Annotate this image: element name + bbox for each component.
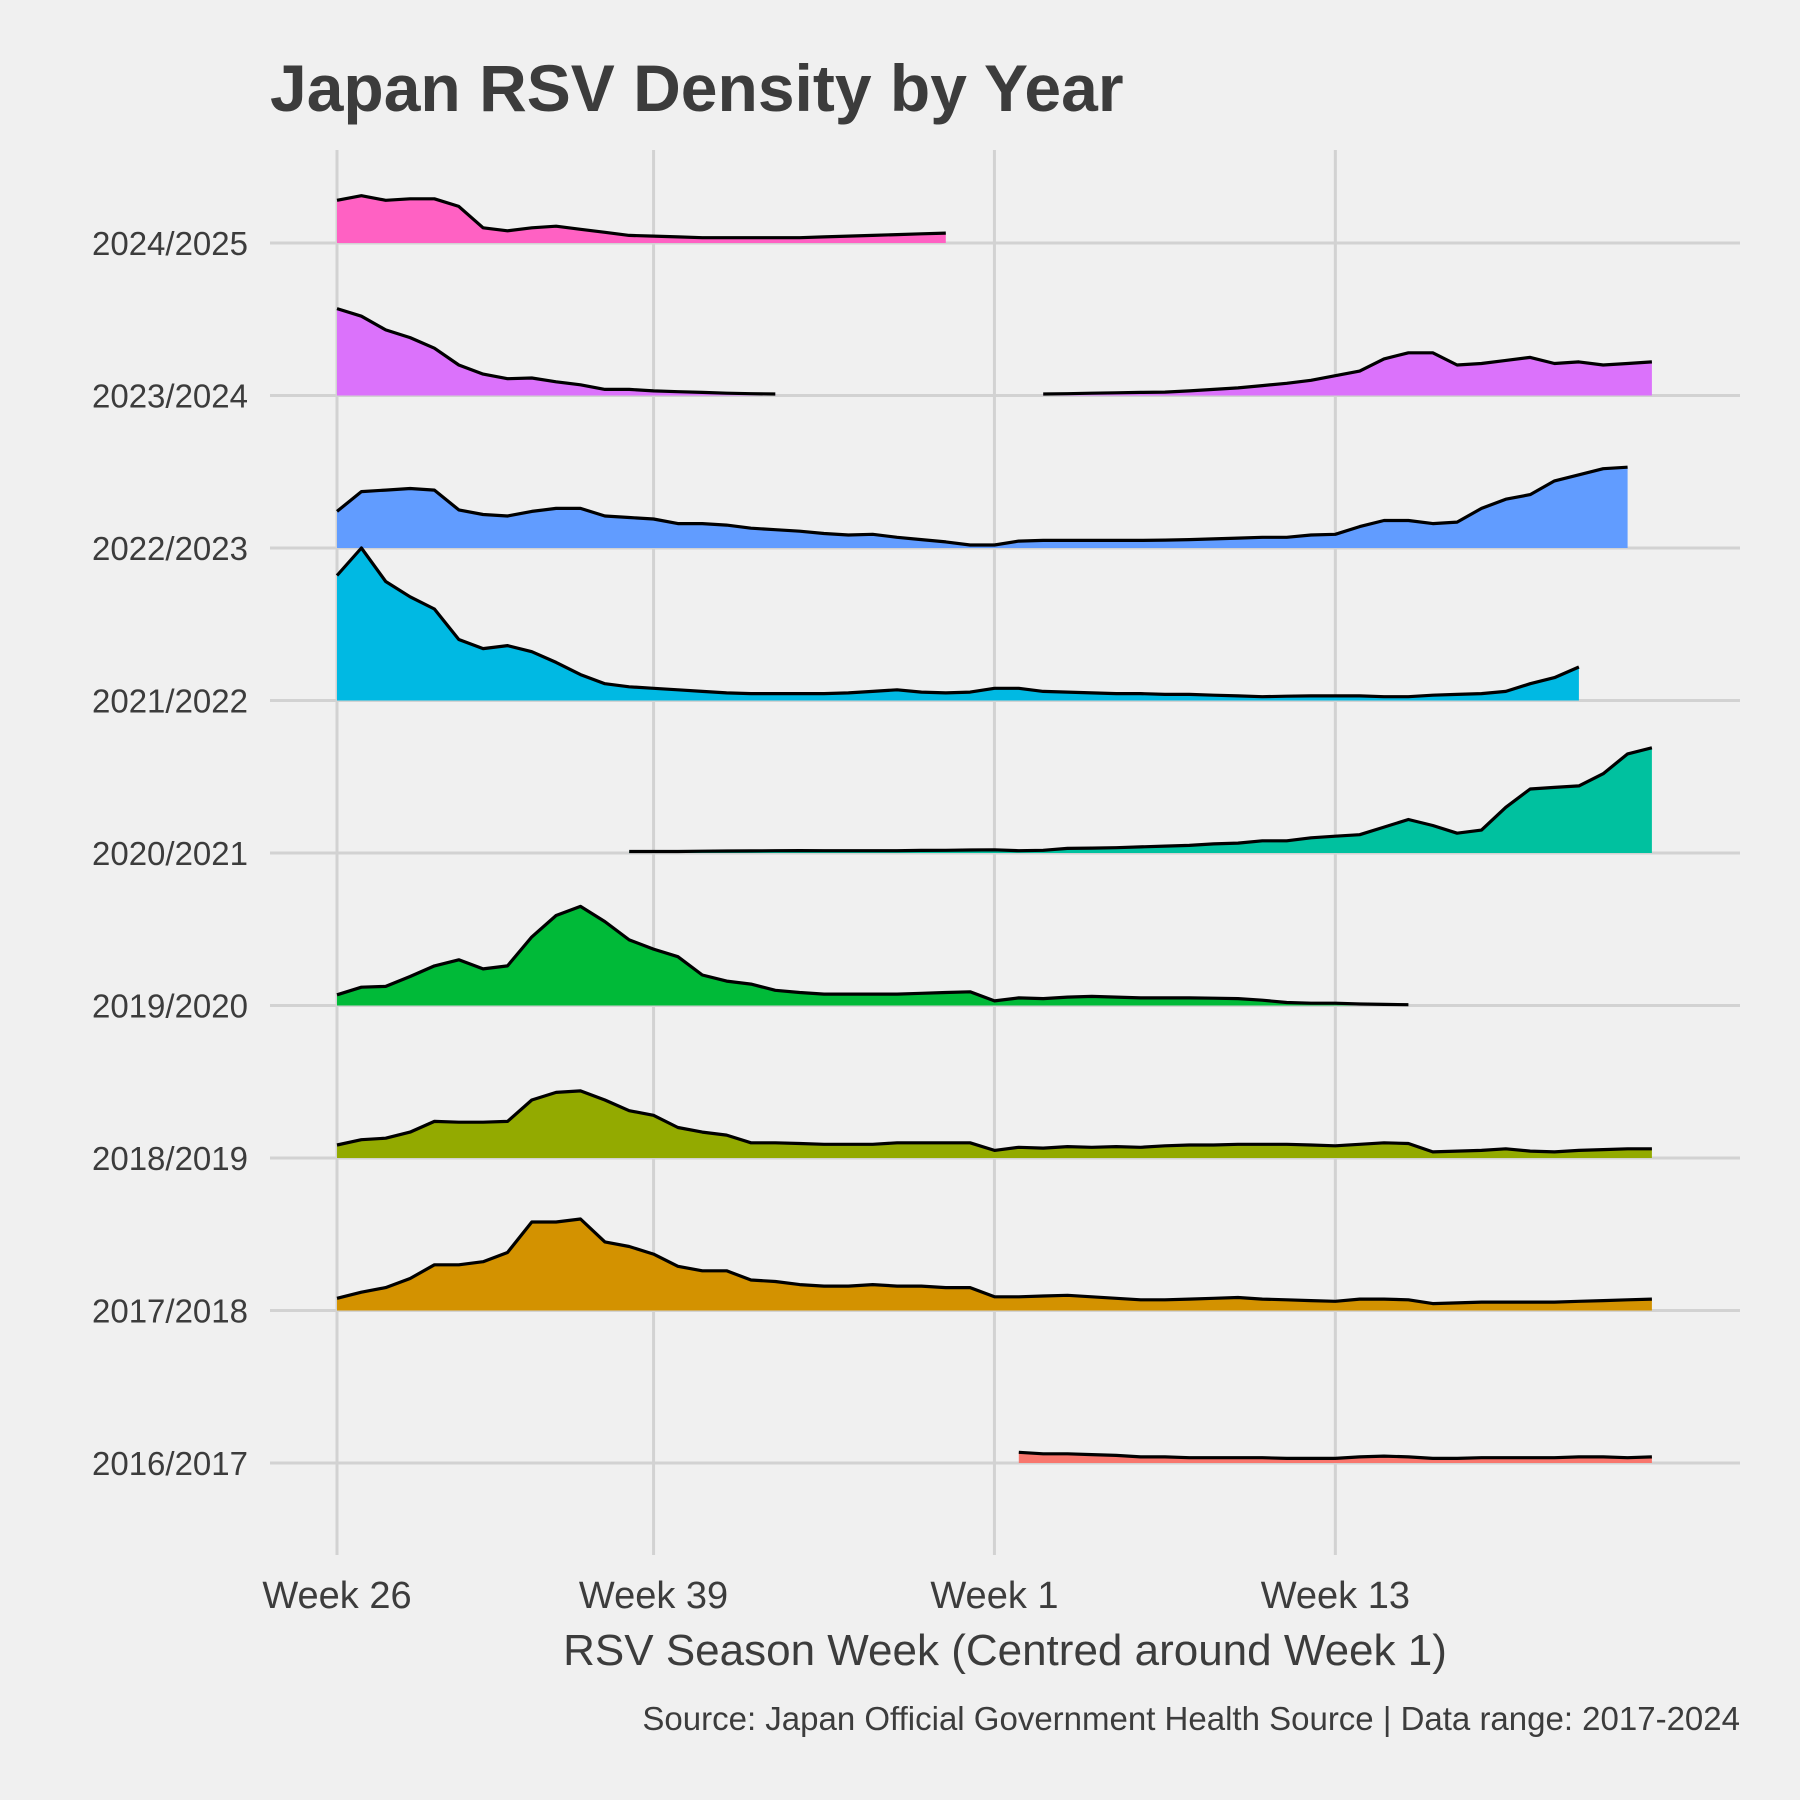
chart-caption: Source: Japan Official Government Health… — [642, 1700, 1740, 1737]
x-tick-label: Week 1 — [930, 1575, 1058, 1617]
y-tick-label: 2020/2021 — [92, 835, 248, 872]
ridge-series — [335, 465, 1628, 548]
ridge-area — [337, 548, 1579, 701]
ridge-outline — [336, 904, 1409, 1007]
x-tick-label: Week 39 — [579, 1575, 728, 1617]
x-axis-title: RSV Season Week (Centred around Week 1) — [563, 1626, 1447, 1675]
ridge-series — [336, 307, 1653, 396]
ridge-area — [337, 906, 1409, 1006]
y-tick-label: 2019/2020 — [92, 988, 248, 1025]
ridge-area — [337, 1090, 1652, 1158]
ridge-area — [337, 1219, 1652, 1311]
ridge-outline — [335, 465, 1628, 547]
ridge-outline — [336, 307, 776, 396]
ridge-outline — [1018, 1450, 1652, 1460]
ridge-series — [336, 904, 1409, 1007]
x-tick-label: Week 26 — [262, 1575, 411, 1617]
y-tick-label: 2023/2024 — [92, 378, 248, 415]
x-tick-labels: Week 26 Week 39 Week 1 Week 13 — [262, 1575, 1410, 1617]
y-tick-labels: 2016/2017 2017/2018 2018/2019 2019/2020 2020… — [92, 225, 248, 1482]
y-tick-label: 2018/2019 — [92, 1140, 248, 1177]
ridge-outline — [336, 194, 946, 240]
ridge-outline — [629, 746, 1653, 854]
y-tick-label: 2022/2023 — [92, 530, 248, 567]
y-tick-label: 2017/2018 — [92, 1293, 248, 1330]
ridge-outline — [336, 1217, 1652, 1306]
ridge-outline — [335, 546, 1580, 699]
y-tick-label: 2021/2022 — [92, 683, 248, 720]
ridge-series — [336, 1089, 1652, 1158]
ridge-area — [629, 747, 1652, 853]
ridge-series — [336, 194, 946, 243]
ridge-area — [1018, 1452, 1652, 1463]
ridge-area — [337, 308, 776, 396]
ridge-outline — [1043, 351, 1653, 396]
x-tick-label: Week 13 — [1261, 1575, 1410, 1617]
ridge-series — [1018, 1450, 1652, 1463]
ridge-area — [337, 467, 1628, 548]
area-layer — [335, 194, 1653, 1463]
ridge-series — [335, 546, 1580, 701]
ridge-outline — [336, 1089, 1652, 1154]
chart-title: Japan RSV Density by Year — [270, 51, 1124, 125]
y-tick-label: 2024/2025 — [92, 225, 248, 262]
y-tick-label: 2016/2017 — [92, 1445, 248, 1482]
ridge-area — [337, 195, 946, 243]
ridge-series — [336, 1217, 1652, 1311]
ridge-series — [629, 746, 1653, 854]
